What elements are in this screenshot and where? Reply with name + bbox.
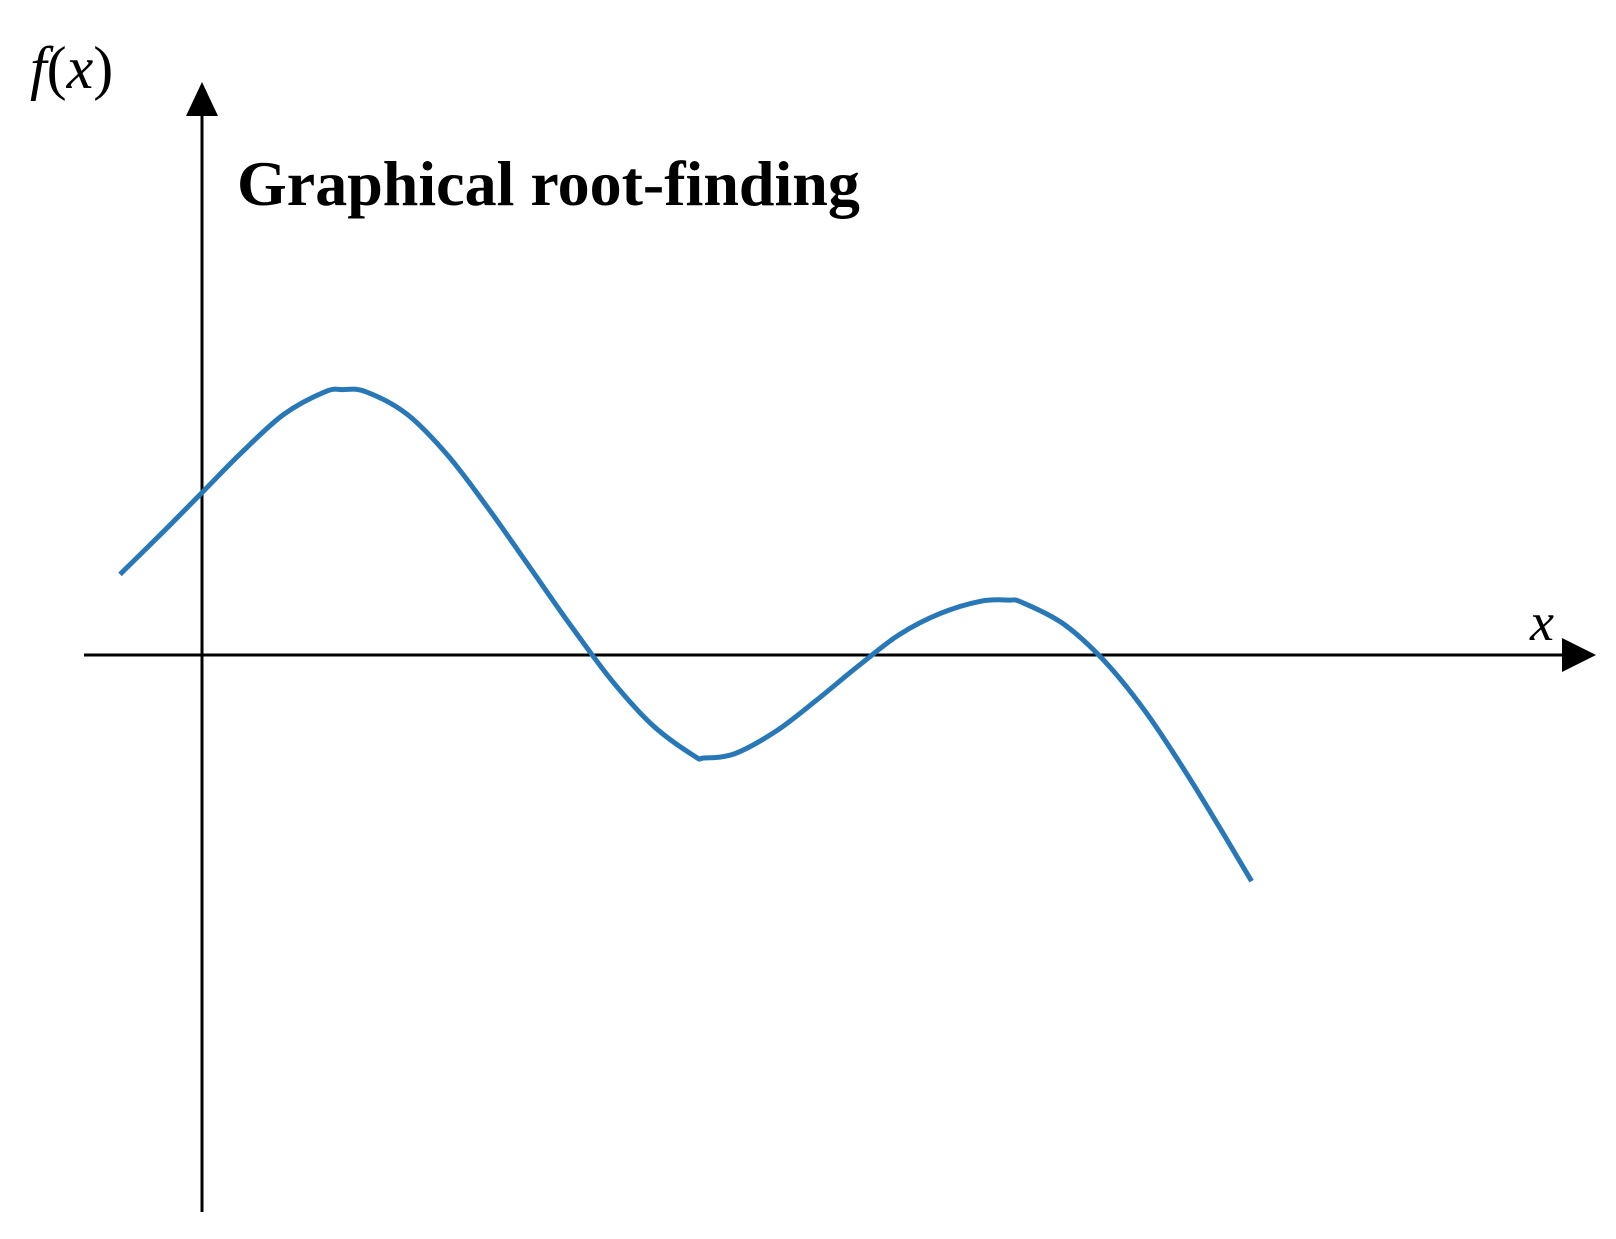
x-axis-arrowhead [1562, 638, 1596, 672]
y-axis-label-open-paren: ( [47, 35, 67, 101]
chart-title: Graphical root-finding [237, 148, 860, 219]
y-axis-label-var: x [66, 35, 94, 101]
y-axis-label-close-paren: ) [93, 35, 113, 101]
y-axis-label: f(x) [30, 35, 113, 101]
function-curve [118, 386, 1254, 883]
y-axis-arrowhead [186, 82, 218, 116]
x-axis-label: x [1529, 592, 1554, 652]
